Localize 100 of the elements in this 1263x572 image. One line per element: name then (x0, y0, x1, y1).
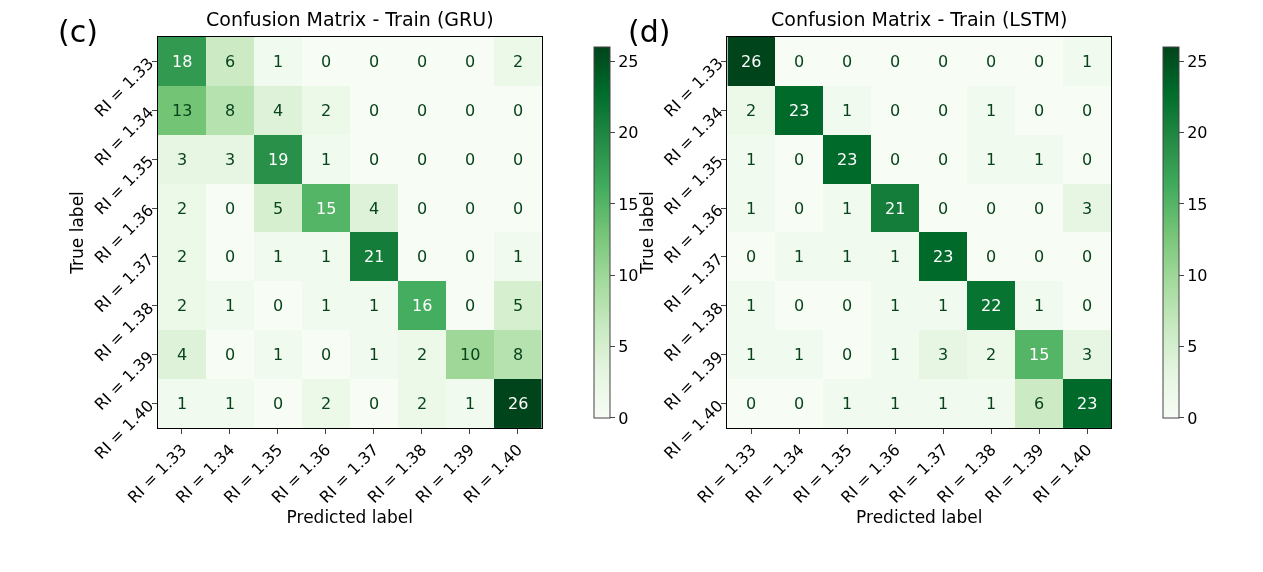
data-label: 5 (273, 199, 284, 218)
data-label: 1 (1034, 296, 1045, 315)
data-label: 0 (746, 247, 757, 266)
data-label: 22 (981, 296, 1002, 315)
data-label: 3 (1082, 199, 1093, 218)
data-label: 0 (1034, 199, 1045, 218)
data-label: 6 (225, 52, 236, 71)
data-label: 1 (321, 150, 332, 169)
data-label: 21 (885, 199, 906, 218)
data-label: 0 (938, 101, 949, 120)
data-label: 0 (1082, 296, 1093, 315)
data-label: 2 (177, 296, 188, 315)
data-label: 0 (225, 345, 236, 364)
color-bar-label: 15 (618, 194, 639, 214)
color-bar-label: 20 (618, 123, 639, 143)
data-label: 0 (842, 52, 853, 71)
data-label: 0 (465, 52, 476, 71)
data-label: 23 (933, 247, 954, 266)
data-label: 0 (417, 199, 428, 218)
data-label: 1 (273, 52, 284, 71)
data-label: 2 (417, 394, 428, 413)
data-label: 0 (321, 52, 332, 71)
data-label: 1 (1034, 150, 1045, 169)
data-label: 3 (1082, 345, 1093, 364)
data-label: 0 (794, 296, 805, 315)
data-label: 8 (513, 345, 524, 364)
data-label: 0 (746, 394, 757, 413)
data-label: 0 (986, 52, 997, 71)
color-bar-label: 15 (1187, 194, 1208, 214)
data-label: 0 (1034, 101, 1045, 120)
data-label: 1 (842, 394, 853, 413)
data-label: 1 (746, 296, 757, 315)
data-label: 0 (1034, 247, 1045, 266)
data-label: 2 (177, 199, 188, 218)
data-label: 0 (890, 150, 901, 169)
data-label: 1 (842, 247, 853, 266)
data-label: 0 (417, 247, 428, 266)
data-label: 0 (513, 150, 524, 169)
color-bar-label: 20 (1187, 123, 1208, 143)
data-label: 1 (746, 345, 757, 364)
data-label: 19 (268, 150, 289, 169)
data-label: 0 (369, 150, 380, 169)
data-label: 0 (842, 296, 853, 315)
data-label: 1 (321, 296, 332, 315)
data-label: 0 (938, 199, 949, 218)
data-label: 0 (938, 52, 949, 71)
chart-title: Confusion Matrix - Train (GRU) (206, 8, 494, 30)
data-label: 1 (890, 247, 901, 266)
data-label: 1 (842, 199, 853, 218)
data-label: 1 (465, 394, 476, 413)
data-label: 1 (842, 101, 853, 120)
data-label: 0 (986, 199, 997, 218)
data-label: 2 (321, 394, 332, 413)
data-label: 2 (321, 101, 332, 120)
data-label: 6 (1034, 394, 1045, 413)
data-label: 0 (273, 394, 284, 413)
x-axis-title: Predicted label (286, 506, 413, 527)
text: (d) (628, 14, 671, 49)
data-label: 0 (465, 199, 476, 218)
data-label: 0 (1034, 52, 1045, 71)
data-label: 0 (369, 52, 380, 71)
color-bar-label: 0 (618, 408, 629, 428)
data-label: 0 (465, 247, 476, 266)
data-label: 0 (225, 247, 236, 266)
data-label: 1 (746, 199, 757, 218)
data-label: 18 (172, 52, 193, 71)
color-bar-label: 5 (1187, 337, 1198, 357)
data-label: 2 (986, 345, 997, 364)
data-label: 15 (316, 199, 337, 218)
data-label: 0 (321, 345, 332, 364)
data-label: 1 (177, 394, 188, 413)
data-label: 2 (513, 52, 524, 71)
data-label: 1 (273, 247, 284, 266)
data-label: 1 (369, 296, 380, 315)
data-label: 1 (369, 345, 380, 364)
data-label: 4 (273, 101, 284, 120)
data-label: 4 (369, 199, 380, 218)
data-label: 1 (321, 247, 332, 266)
data-label: 0 (513, 101, 524, 120)
data-label: 0 (273, 296, 284, 315)
data-label: 0 (794, 150, 805, 169)
text: (c) (58, 14, 98, 49)
data-label: 26 (508, 394, 529, 413)
data-label: 0 (417, 101, 428, 120)
data-label: 16 (412, 296, 433, 315)
color-bar-label: 0 (1187, 408, 1198, 428)
data-label: 5 (513, 296, 524, 315)
data-label: 1 (986, 394, 997, 413)
data-label: 0 (794, 199, 805, 218)
data-label: 0 (465, 101, 476, 120)
data-label: 1 (273, 345, 284, 364)
data-label: 1 (1082, 52, 1093, 71)
data-label: 1 (794, 247, 805, 266)
data-label: 23 (789, 101, 810, 120)
data-label: 0 (513, 199, 524, 218)
color-bar-label: 5 (618, 337, 629, 357)
data-label: 0 (417, 150, 428, 169)
color-bar-label: 10 (1187, 265, 1208, 285)
data-label: 3 (938, 345, 949, 364)
data-label: 0 (417, 52, 428, 71)
